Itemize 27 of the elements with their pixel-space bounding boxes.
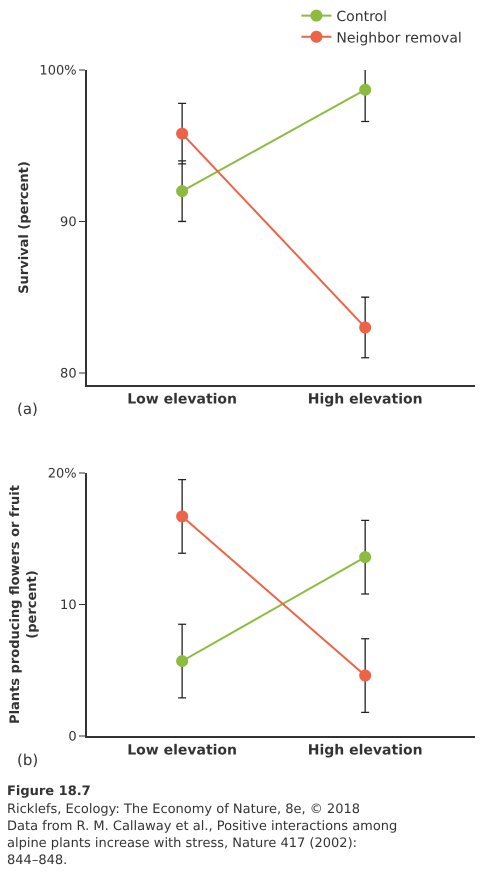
point [359, 670, 372, 682]
y-tick-label: 20% [48, 466, 77, 482]
caption: Figure 18.7 [7, 784, 91, 799]
x-tick-label: High elevation [308, 742, 423, 759]
legend-label: Control [336, 9, 388, 26]
point [359, 321, 372, 334]
x-tick-label: Low elevation [127, 742, 238, 759]
y-tick-label: 100% [39, 64, 77, 79]
x-tick-label: Low elevation [127, 392, 238, 408]
point [176, 655, 188, 668]
y-tick-label: 80 [60, 366, 77, 382]
legend-label: Neighbor removal [336, 30, 462, 46]
y-axis-title: Plants producing flowers or fruit (percent) [8, 485, 40, 724]
text: Ricklefs, Ecology: The Economy of Nature, 8e, © 2018 [7, 802, 360, 817]
text: Data from R. M. Callaway et al., Positive interactions among alpine plants increase with stress, Nature 417 (2002): 844–848. [7, 819, 398, 868]
text: (b) [17, 751, 38, 769]
x-tick-label: High elevation [308, 392, 423, 408]
text: (a) [17, 400, 38, 418]
point [176, 185, 188, 198]
y-tick-label: 10 [60, 598, 77, 614]
point [176, 510, 188, 522]
point [359, 84, 372, 96]
y-axis-title: Survival (percent) [16, 161, 32, 294]
y-tick-label: 0 [68, 730, 77, 745]
point [176, 128, 188, 140]
point [359, 551, 372, 564]
y-tick-label: 90 [60, 215, 77, 230]
